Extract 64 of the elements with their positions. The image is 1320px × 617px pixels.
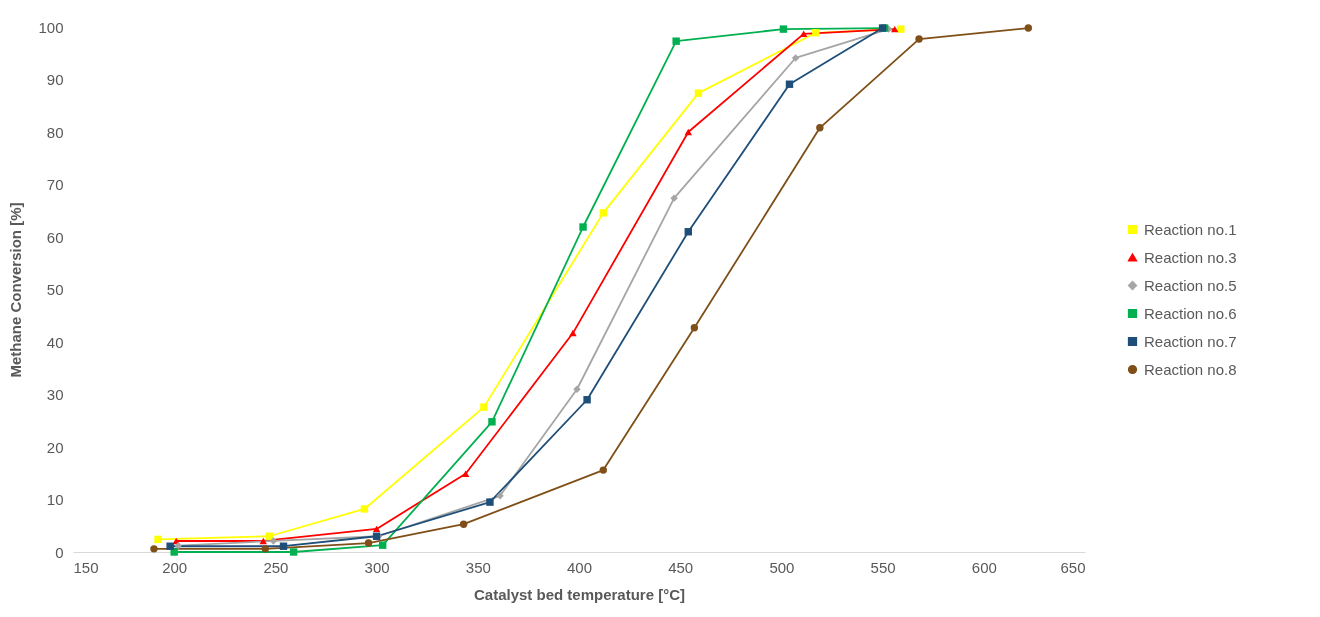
y-tick-label: 70: [46, 176, 64, 193]
point: [174, 541, 182, 550]
point: [289, 548, 298, 556]
point: [684, 128, 692, 136]
legend-label: Reaction no.8: [1144, 360, 1237, 378]
point: [261, 545, 269, 553]
point: [812, 29, 820, 37]
y-axis-title: Methane Conversion [%]: [7, 202, 25, 378]
legend-label: Reaction no.1: [1144, 220, 1237, 238]
point: [480, 403, 488, 411]
x-tick-label: 250: [263, 558, 289, 576]
y-tick-label: 50: [46, 281, 64, 298]
point: [694, 89, 703, 97]
x-tick-label: 300: [364, 558, 390, 576]
point: [799, 30, 808, 38]
x-tick-label: 500: [769, 558, 795, 576]
point: [779, 25, 788, 33]
x-tick-label: 450: [668, 558, 694, 576]
point: [891, 25, 899, 33]
point: [672, 37, 680, 45]
point: [599, 209, 607, 217]
y-tick-label: 90: [46, 71, 64, 88]
y-tick-label: 80: [46, 123, 64, 141]
point: [166, 542, 174, 550]
legend-label: Reaction no.3: [1144, 248, 1237, 266]
x-tick-label: 550: [870, 558, 896, 576]
point: [486, 498, 494, 506]
legend-label: Reaction no.7: [1144, 332, 1237, 350]
point: [599, 466, 607, 474]
point: [459, 520, 468, 528]
point: [364, 539, 373, 547]
y-tick-label: 60: [46, 228, 64, 246]
point: [897, 25, 905, 33]
x-tick-label: 600: [971, 558, 997, 576]
x-tick-label: 400: [566, 558, 593, 576]
x-tick-label: 150: [73, 558, 99, 576]
point: [154, 535, 162, 544]
point: [791, 54, 800, 62]
point: [488, 418, 496, 426]
point: [269, 537, 278, 545]
y-tick-label: 40: [46, 333, 64, 351]
point: [150, 545, 158, 553]
x-tick-label: 200: [162, 558, 188, 576]
y-tick-label: 100: [38, 18, 64, 36]
y-tick-label: 0: [55, 543, 64, 561]
point: [816, 124, 824, 132]
point: [461, 470, 470, 477]
point: [378, 541, 387, 549]
point: [1024, 24, 1033, 32]
point: [372, 525, 381, 533]
point: [360, 505, 369, 513]
legend-label: Reaction no.6: [1144, 304, 1237, 322]
y-tick-label: 30: [46, 386, 64, 403]
legend-label: Reaction no.5: [1144, 276, 1237, 294]
y-tick-label: 20: [46, 438, 64, 456]
point: [583, 396, 591, 404]
point: [915, 35, 923, 43]
x-tick-label: 650: [1060, 558, 1086, 576]
point: [259, 537, 267, 545]
y-tick-label: 10: [46, 491, 64, 508]
x-tick-label: 350: [465, 558, 491, 576]
point: [690, 324, 699, 332]
point: [579, 223, 587, 231]
x-axis-title: Catalyst bed temperature [°C]: [473, 585, 686, 603]
